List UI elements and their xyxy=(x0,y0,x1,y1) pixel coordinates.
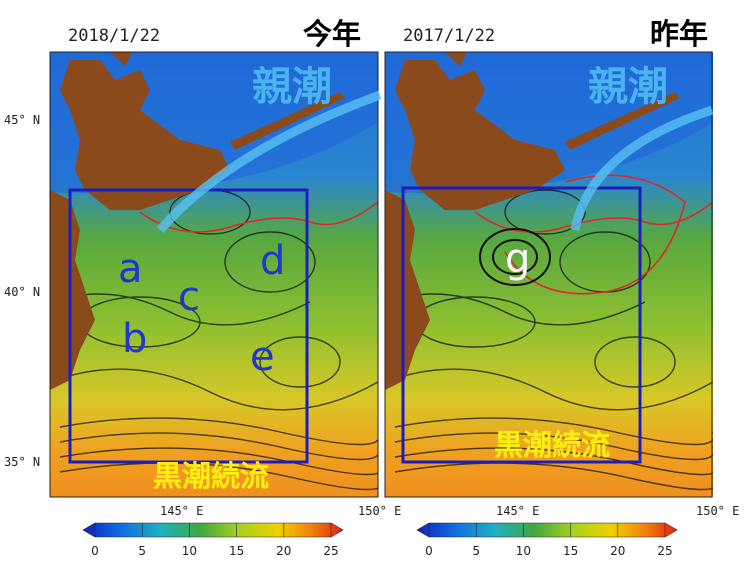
map-frame xyxy=(384,51,713,498)
colorbar-tick-label: 15 xyxy=(229,544,244,558)
kuroshio-label: 黒潮続流 xyxy=(153,459,269,493)
panel-label: 今年 xyxy=(303,17,361,51)
eddy-label: e xyxy=(250,334,275,380)
region-box xyxy=(401,186,642,464)
panel-left: 2018/1/22 今年 親潮 黒潮続流 a b c d e 145° E 15… xyxy=(49,17,401,518)
panel-date: 2017/1/22 xyxy=(403,26,495,46)
oyashio-label: 親潮 xyxy=(588,64,668,110)
panel-date: 2018/1/22 xyxy=(68,26,160,46)
lat-label: 35° N xyxy=(4,455,40,469)
panel-right: 2017/1/22 昨年 親潮 黒潮続流 g 145° E 150° E xyxy=(384,17,739,518)
colorbar-tick-label: 20 xyxy=(610,544,625,558)
eddy-label: c xyxy=(178,274,200,320)
lon-label: 145° E xyxy=(496,504,539,518)
colorbar-tick-label: 25 xyxy=(657,544,672,558)
colorbar xyxy=(416,522,678,538)
kuroshio-label: 黒潮続流 xyxy=(494,428,610,462)
lon-label: 150° E xyxy=(696,504,739,518)
colorbar-tick-label: 10 xyxy=(182,544,197,558)
oyashio-label: 親潮 xyxy=(252,64,332,110)
current-arrow xyxy=(156,90,382,233)
map-frame xyxy=(49,51,379,498)
eddy-label: a xyxy=(118,246,143,292)
lon-label: 150° E xyxy=(358,504,401,518)
colorbar-tick-label: 20 xyxy=(276,544,291,558)
eddy-label: b xyxy=(122,316,147,362)
current-arrow xyxy=(570,105,714,231)
colorbar-tick-label: 15 xyxy=(563,544,578,558)
region-box xyxy=(68,188,309,464)
lat-label: 45° N xyxy=(4,113,40,127)
colorbar-tick-label: 5 xyxy=(472,544,480,558)
colorbar xyxy=(82,522,344,538)
lat-label: 40° N xyxy=(4,285,40,299)
colorbar-tick-label: 10 xyxy=(516,544,531,558)
colorbar-tick-label: 0 xyxy=(425,544,433,558)
colorbar-tick-label: 0 xyxy=(91,544,99,558)
eddy-label: d xyxy=(260,238,285,284)
colorbar-tick-label: 25 xyxy=(323,544,338,558)
eddy-label: g xyxy=(505,236,530,282)
panel-label: 昨年 xyxy=(650,17,708,51)
colorbar-tick-label: 5 xyxy=(138,544,146,558)
lon-label: 145° E xyxy=(160,504,203,518)
